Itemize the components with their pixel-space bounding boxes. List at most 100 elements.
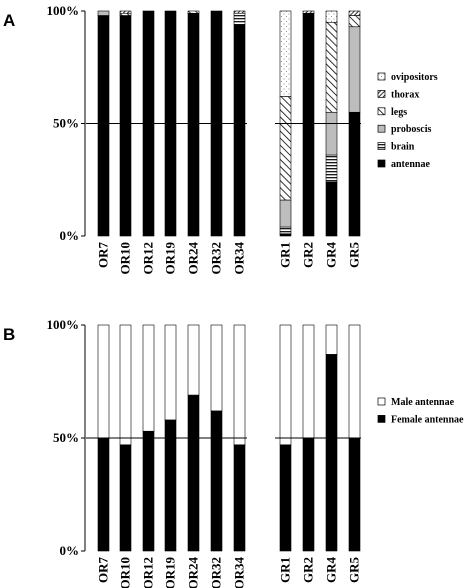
x-tick-label: OR32 — [209, 242, 224, 275]
bar-segment-female-antennae — [142, 430, 155, 552]
bar-segment-female-antennae — [302, 437, 315, 552]
legend-label: antennae — [391, 159, 430, 170]
bar-segment-antennae — [348, 111, 361, 237]
chart-layer: A 0% 50% 100% OR7 OR10 OR12 OR19 OR24 OR32 OR34 GR1… — [3, 3, 464, 588]
bar-segment-antennae — [187, 12, 200, 237]
bar-segment-proboscis — [279, 199, 292, 228]
x-tick-label: OR19 — [163, 242, 178, 275]
panel-B: B 0% 50% 100% OR7 OR10 OR12 OR19 OR24 OR32 OR34 GR1… — [3, 317, 464, 588]
bar-segment-ovipositors — [325, 10, 338, 23]
bar-segment-female-antennae — [279, 444, 292, 552]
bar-GR5 — [348, 10, 361, 237]
bar-segment-ovipositors — [279, 10, 292, 97]
x-tick-label: OR10 — [118, 557, 133, 588]
x-tick-label: OR12 — [141, 557, 156, 588]
bar-segment-male-antennae — [164, 324, 177, 421]
bar-segment-legs — [119, 12, 132, 16]
bar-segment-male-antennae — [325, 324, 338, 355]
bar-segment-male-antennae — [210, 324, 223, 412]
bar-segment-legs — [325, 21, 338, 113]
bar-segment-brain — [325, 154, 338, 183]
bar-segment-brain — [233, 12, 246, 25]
bar-segment-thorax — [302, 10, 315, 14]
y-tick-label: 50% — [53, 116, 79, 131]
bar-segment-female-antennae — [233, 444, 246, 552]
bar-OR34 — [233, 324, 246, 552]
x-tick-label: OR7 — [96, 557, 111, 584]
x-tick-label: OR24 — [186, 557, 201, 588]
bar-OR7 — [97, 10, 110, 237]
x-tick-label: GR5 — [347, 557, 362, 584]
bar-OR34 — [233, 10, 246, 237]
x-tick-label: GR4 — [324, 557, 339, 584]
y-tick-label: 0% — [60, 543, 80, 558]
bar-segment-female-antennae — [97, 437, 110, 552]
bar-GR1 — [279, 324, 292, 552]
legend-swatch — [377, 124, 386, 133]
bar-OR12 — [142, 324, 155, 552]
legend-label: thorax — [391, 89, 419, 100]
bar-segment-proboscis — [325, 111, 338, 156]
bar-GR1 — [279, 10, 292, 237]
bar-segment-male-antennae — [302, 324, 315, 439]
bar-segment-proboscis — [348, 26, 361, 113]
legend-swatch — [377, 397, 386, 406]
bar-segment-legs — [348, 15, 361, 28]
bar-segment-proboscis — [97, 10, 110, 16]
y-tick-label: 100% — [47, 3, 80, 18]
bar-segment-female-antennae — [164, 419, 177, 552]
bar-OR32 — [210, 324, 223, 552]
y-tick-label: 0% — [60, 228, 80, 243]
x-tick-label: OR19 — [163, 557, 178, 588]
bar-segment-female-antennae — [119, 444, 132, 552]
bar-GR4 — [325, 10, 338, 237]
bar-OR24 — [187, 324, 200, 552]
bar-OR24 — [187, 10, 200, 237]
bar-segment-legs — [279, 96, 292, 201]
x-tick-label: GR4 — [324, 242, 339, 269]
bar-segment-antennae — [302, 12, 315, 237]
legend-swatch — [377, 107, 386, 116]
bar-segment-thorax — [233, 10, 246, 14]
bar-segment-female-antennae — [348, 437, 361, 552]
x-tick-label: GR1 — [278, 557, 293, 583]
bar-segment-antennae — [325, 181, 338, 237]
x-tick-label: OR10 — [118, 242, 133, 275]
bar-segment-thorax — [348, 10, 361, 16]
y-tick-label: 100% — [47, 317, 80, 332]
legend-label: brain — [391, 142, 415, 153]
bar-segment-antennae — [279, 233, 292, 237]
panel-A: A 0% 50% 100% OR7 OR10 OR12 OR19 OR24 OR32 OR34 GR1… — [3, 3, 438, 275]
legend-swatch — [377, 72, 386, 81]
legend-label: proboscis — [391, 124, 431, 135]
panel-letter: B — [3, 325, 15, 344]
x-tick-label: GR2 — [301, 557, 316, 583]
bar-OR10 — [119, 324, 132, 552]
bar-segment-antennae — [119, 15, 132, 237]
bar-segment-male-antennae — [119, 324, 132, 446]
bar-segment-female-antennae — [210, 410, 223, 552]
legend: Male antennae Female antennae — [377, 397, 464, 425]
bar-segment-male-antennae — [142, 324, 155, 432]
bar-segment-female-antennae — [187, 394, 200, 552]
x-tick-label: OR32 — [209, 557, 224, 588]
bar-OR10 — [119, 10, 132, 237]
x-tick-label: OR12 — [141, 242, 156, 275]
bar-GR2 — [302, 10, 315, 237]
legend-label: legs — [391, 107, 407, 118]
y-tick-label: 50% — [53, 430, 79, 445]
x-tick-label: GR1 — [278, 242, 293, 268]
x-tick-label: GR5 — [347, 242, 362, 269]
bar-segment-brain — [279, 226, 292, 235]
x-tick-label: OR7 — [96, 242, 111, 269]
x-tick-label: OR34 — [232, 242, 247, 275]
legend-label: Male antennae — [391, 397, 455, 408]
x-tick-label: OR34 — [232, 557, 247, 588]
bar-GR4 — [325, 324, 338, 552]
bar-segment-antennae — [97, 15, 110, 237]
bar-OR19 — [164, 324, 177, 552]
bar-segment-male-antennae — [348, 324, 361, 439]
bar-segment-male-antennae — [233, 324, 246, 446]
x-tick-label: GR2 — [301, 242, 316, 268]
